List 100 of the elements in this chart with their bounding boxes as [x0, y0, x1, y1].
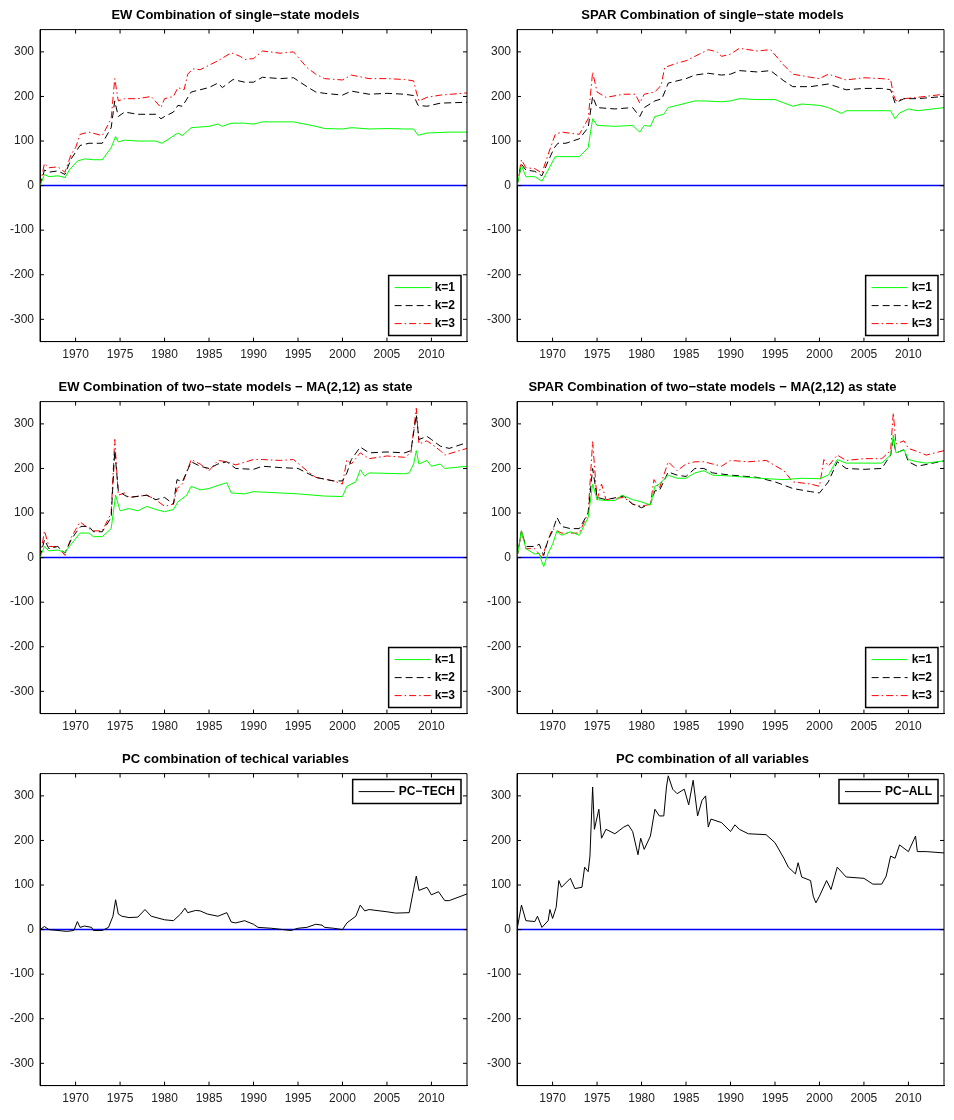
- y-tick-label: 300: [13, 44, 35, 59]
- y-tick-label: -300: [486, 683, 512, 698]
- x-tick-label: 2000: [806, 347, 834, 362]
- x-tick-label: 2005: [373, 719, 401, 734]
- legend-label: k=3: [434, 687, 456, 702]
- x-tick-label: 1990: [240, 719, 268, 734]
- x-tick-label: 2010: [418, 347, 446, 362]
- y-tick-label: 300: [490, 44, 512, 59]
- x-tick-label: 1995: [761, 1091, 789, 1106]
- y-tick-label: 300: [13, 416, 35, 431]
- y-tick-label: 100: [490, 505, 512, 520]
- x-tick-label: 1975: [106, 719, 134, 734]
- x-tick-label: 2010: [895, 719, 923, 734]
- y-tick-label: -200: [9, 1011, 35, 1026]
- legend-label: k=3: [434, 315, 456, 330]
- x-tick-label: 1985: [195, 347, 223, 362]
- x-tick-label: 1990: [717, 347, 745, 362]
- x-tick-label: 2010: [895, 347, 923, 362]
- x-tick-label: 1985: [672, 719, 700, 734]
- y-tick-label: -200: [486, 639, 512, 654]
- y-tick-label: -100: [486, 594, 512, 609]
- legend-label: k=1: [911, 279, 933, 294]
- legend-label: k=1: [911, 651, 933, 666]
- x-tick-label: 1975: [106, 1091, 134, 1106]
- y-tick-label: -100: [486, 222, 512, 237]
- y-tick-label: 0: [504, 921, 512, 936]
- x-tick-label: 2005: [850, 347, 878, 362]
- chart-title: EW Combination of single−state models: [111, 7, 360, 23]
- y-tick-label: 200: [13, 88, 35, 103]
- chart-title: PC combination of all variables: [616, 751, 809, 767]
- y-tick-label: 100: [13, 505, 35, 520]
- y-tick-label: -100: [486, 966, 512, 981]
- x-tick-label: 2010: [418, 1091, 446, 1106]
- x-tick-label: 1995: [284, 719, 312, 734]
- x-tick-label: 1990: [240, 347, 268, 362]
- x-tick-label: 1990: [717, 1091, 745, 1106]
- y-tick-label: 100: [13, 877, 35, 892]
- x-tick-label: 1975: [583, 719, 611, 734]
- y-tick-label: -200: [9, 639, 35, 654]
- x-tick-label: 1970: [539, 1091, 567, 1106]
- x-tick-label: 2010: [895, 1091, 923, 1106]
- x-tick-label: 1980: [151, 347, 179, 362]
- legend-label: k=2: [434, 297, 456, 312]
- x-tick-label: 1995: [761, 719, 789, 734]
- x-tick-label: 2010: [418, 719, 446, 734]
- y-tick-label: 200: [13, 460, 35, 475]
- x-tick-label: 1970: [62, 347, 90, 362]
- y-tick-label: -200: [9, 267, 35, 282]
- x-tick-label: 1970: [62, 719, 90, 734]
- y-tick-label: 300: [13, 788, 35, 803]
- x-tick-label: 1975: [583, 347, 611, 362]
- y-tick-label: 100: [13, 133, 35, 148]
- chart-title: SPAR Combination of two−state models − MA(2,12) as state: [528, 379, 897, 395]
- y-tick-label: 0: [27, 921, 35, 936]
- y-tick-label: -100: [9, 966, 35, 981]
- legend-label: k=3: [911, 315, 933, 330]
- chart-title: SPAR Combination of single−state models: [581, 7, 844, 23]
- y-tick-label: 300: [490, 416, 512, 431]
- x-tick-label: 1995: [284, 347, 312, 362]
- x-tick-label: 1970: [539, 347, 567, 362]
- legend-label: k=3: [911, 687, 933, 702]
- legend-label: k=1: [434, 651, 456, 666]
- x-tick-label: 1985: [672, 1091, 700, 1106]
- y-tick-label: 0: [27, 549, 35, 564]
- y-tick-label: 100: [490, 133, 512, 148]
- legend-label: k=2: [911, 297, 933, 312]
- x-tick-label: 1975: [106, 347, 134, 362]
- y-tick-label: 200: [13, 832, 35, 847]
- x-tick-label: 1970: [539, 719, 567, 734]
- x-tick-label: 1990: [717, 719, 745, 734]
- x-tick-label: 1995: [284, 1091, 312, 1106]
- x-tick-label: 1985: [195, 719, 223, 734]
- x-tick-label: 1970: [62, 1091, 90, 1106]
- y-tick-label: 200: [490, 88, 512, 103]
- x-tick-label: 1995: [761, 347, 789, 362]
- x-tick-label: 2005: [850, 719, 878, 734]
- x-tick-label: 1985: [195, 1091, 223, 1106]
- y-tick-label: 200: [490, 832, 512, 847]
- y-tick-label: 0: [504, 177, 512, 192]
- chart-title: PC combination of techical variables: [122, 751, 349, 767]
- y-tick-label: 300: [490, 788, 512, 803]
- y-tick-label: -300: [9, 1055, 35, 1070]
- x-tick-label: 1975: [583, 1091, 611, 1106]
- chart-title: EW Combination of two−state models − MA(2,12) as state: [58, 379, 413, 395]
- x-tick-label: 2000: [329, 1091, 357, 1106]
- x-tick-label: 2005: [373, 1091, 401, 1106]
- x-tick-label: 2000: [329, 347, 357, 362]
- legend-label: k=2: [434, 669, 456, 684]
- y-tick-label: -300: [486, 311, 512, 326]
- y-tick-label: 0: [504, 549, 512, 564]
- x-tick-label: 1985: [672, 347, 700, 362]
- x-tick-label: 2000: [329, 719, 357, 734]
- x-tick-label: 2000: [806, 719, 834, 734]
- legend-label: k=2: [911, 669, 933, 684]
- y-tick-label: -200: [486, 1011, 512, 1026]
- y-tick-label: -100: [9, 222, 35, 237]
- x-tick-label: 1990: [240, 1091, 268, 1106]
- x-tick-label: 2000: [806, 1091, 834, 1106]
- legend-label: PC−TECH: [398, 783, 455, 798]
- y-tick-label: 0: [27, 177, 35, 192]
